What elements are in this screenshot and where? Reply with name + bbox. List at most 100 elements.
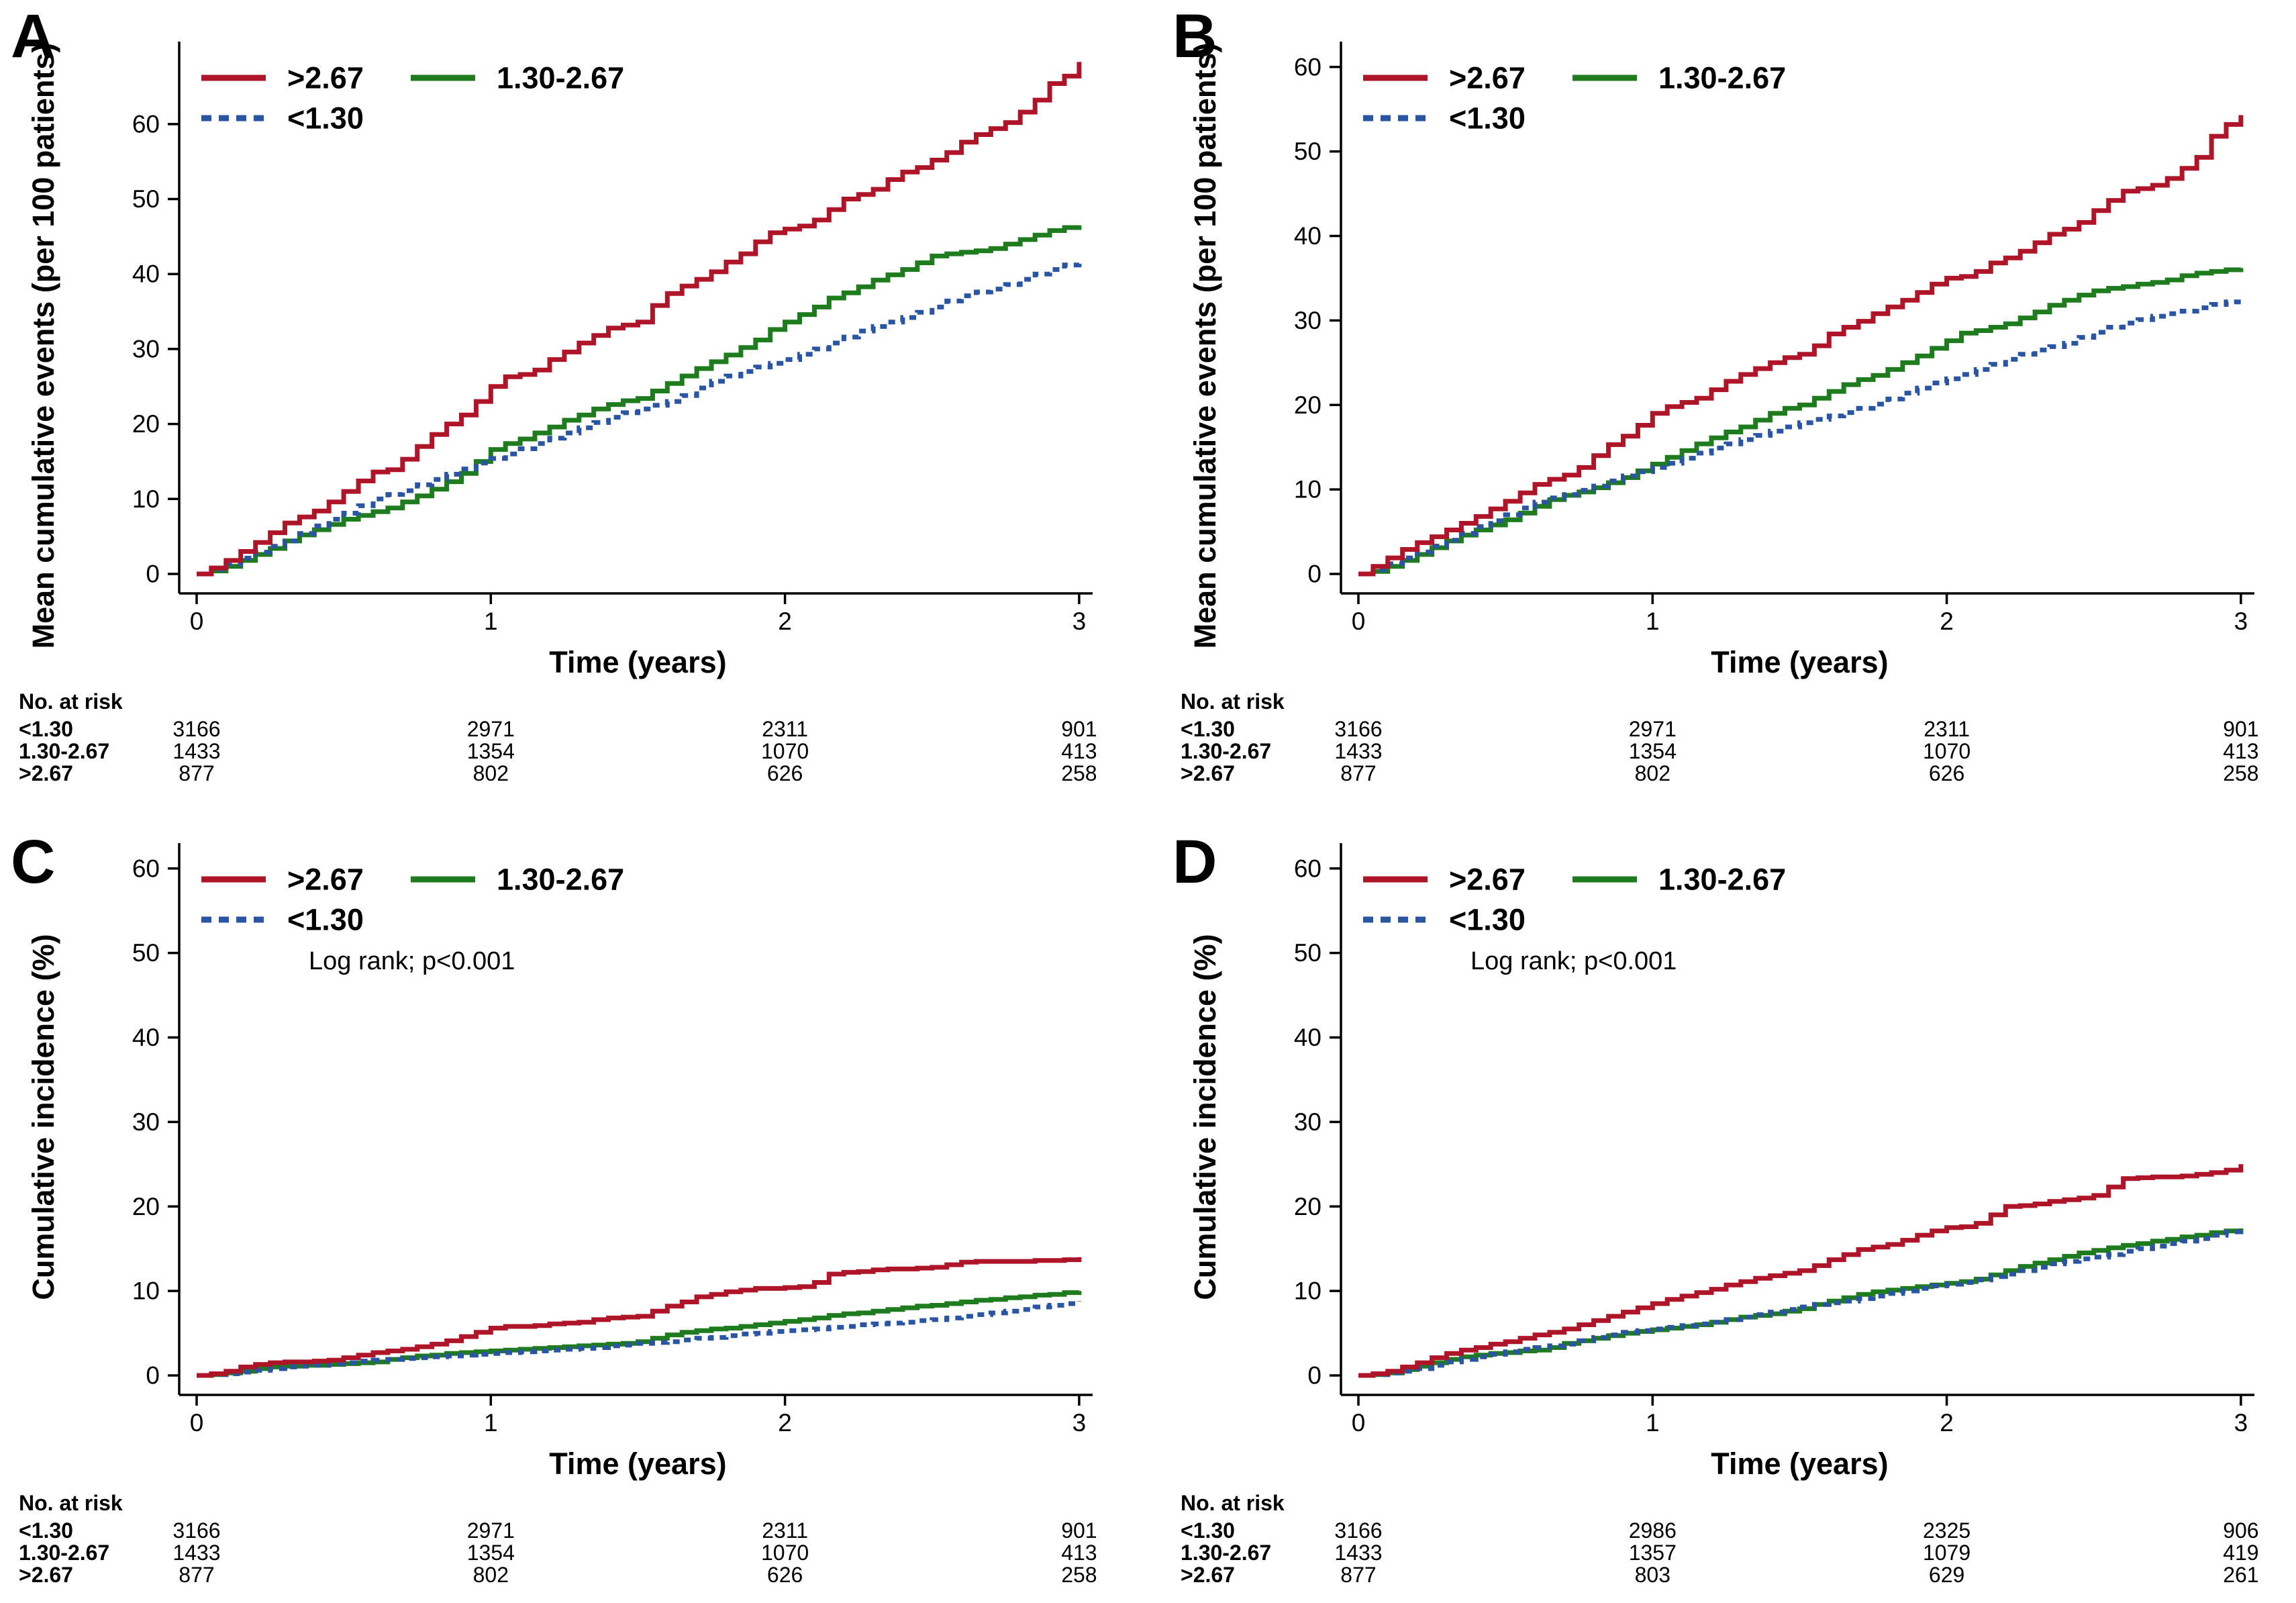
risk-count: 1070	[761, 739, 809, 763]
legend-label->2.67: >2.67	[287, 863, 364, 897]
x-tick-label: 2	[778, 1409, 792, 1437]
risk-count: 2325	[1923, 1518, 1970, 1543]
x-tick-label: 2	[778, 608, 792, 635]
series-line->2.67	[197, 62, 1082, 577]
legend-label-1.30-2.67: 1.30-2.67	[497, 61, 624, 95]
y-axis-title: Cumulative incidence (%)	[1188, 934, 1222, 1300]
y-tick-label: 40	[132, 1024, 160, 1051]
risk-count: 1354	[467, 739, 515, 763]
risk-count: 877	[179, 1563, 214, 1587]
panel-c-plot: 0 10 20 30 40 50 60 0 1 2 3 Time (years) Cumulative …	[19, 843, 1097, 1587]
series-line-<1.30	[197, 1301, 1082, 1378]
y-tick-label: 10	[1294, 476, 1321, 503]
x-tick-label: 0	[1352, 608, 1366, 635]
panel-d-plot: 0 10 20 30 40 50 60 0 1 2 3 Time (years) Cumulative …	[1181, 843, 2259, 1587]
y-tick-label: 30	[132, 335, 160, 362]
risk-count: 1357	[1629, 1541, 1677, 1565]
risk-count: 1354	[467, 1541, 515, 1565]
x-axis-title: Time (years)	[1711, 1447, 1888, 1481]
log-rank-annotation: Log rank; p<0.001	[1470, 947, 1677, 975]
x-axis-title: Time (years)	[549, 645, 726, 679]
legend-label-1.30-2.67: 1.30-2.67	[1658, 61, 1786, 95]
risk-count: 803	[1635, 1563, 1670, 1587]
risk-count: 3166	[1334, 717, 1382, 741]
risk-count: 413	[1061, 1541, 1097, 1565]
risk-row-label: <1.30	[1181, 1518, 1235, 1543]
y-tick-label: 40	[132, 260, 160, 288]
legend-label->2.67: >2.67	[1449, 863, 1526, 897]
risk-table-header: No. at risk	[1181, 1491, 1285, 1515]
panel-c: 0 10 20 30 40 50 60 0 1 2 3 Time (years) Cumulative …	[0, 802, 1134, 1603]
legend-label->2.67: >2.67	[287, 61, 364, 95]
y-tick-label: 30	[1294, 307, 1321, 334]
legend-label-1.30-2.67: 1.30-2.67	[1658, 863, 1786, 897]
x-tick-label: 0	[190, 1409, 204, 1437]
risk-count: 901	[1061, 1518, 1097, 1543]
risk-count: 626	[767, 761, 803, 785]
risk-count: 1433	[1334, 1541, 1382, 1565]
risk-count: 3166	[172, 717, 220, 741]
risk-count: 413	[2223, 739, 2258, 763]
y-tick-label: 10	[132, 485, 160, 513]
risk-count: 1070	[1923, 739, 1970, 763]
x-tick-label: 3	[2234, 608, 2248, 635]
risk-count: 2971	[1629, 717, 1677, 741]
series-line-<1.30	[197, 258, 1082, 577]
y-tick-label: 60	[1294, 53, 1321, 81]
panel-d-letter: D	[1172, 828, 1217, 896]
x-tick-label: 2	[1940, 608, 1954, 635]
risk-row-label: 1.30-2.67	[19, 1541, 109, 1565]
legend-label-1.30-2.67: 1.30-2.67	[497, 863, 624, 897]
risk-table-header: No. at risk	[1181, 689, 1285, 714]
legend-label-<1.30: <1.30	[287, 101, 364, 136]
y-tick-label: 50	[1294, 939, 1321, 967]
risk-count: 3166	[172, 1518, 220, 1543]
x-axis-title: Time (years)	[1711, 645, 1888, 679]
risk-count: 626	[1929, 761, 1964, 785]
panel-b-plot: 0 10 20 30 40 50 60 0 1 2 3 Time (years) Mean cumula…	[1181, 42, 2259, 785]
y-axis-title: Mean cumulative events (per 100 patients…	[1188, 43, 1222, 649]
y-tick-label: 40	[1294, 1024, 1321, 1051]
risk-count: 413	[1061, 739, 1097, 763]
x-tick-label: 1	[484, 608, 498, 635]
risk-count: 1354	[1629, 739, 1677, 763]
y-tick-label: 50	[132, 939, 160, 967]
risk-count: 2311	[762, 1518, 808, 1543]
y-tick-label: 60	[132, 110, 160, 138]
series-line-1.30-2.67	[197, 225, 1082, 577]
y-tick-label: 0	[1307, 561, 1321, 588]
y-tick-label: 0	[146, 1362, 160, 1390]
y-tick-label: 10	[1294, 1277, 1321, 1305]
risk-count: 258	[1061, 1563, 1097, 1587]
risk-count: 1070	[761, 1541, 809, 1565]
y-tick-label: 60	[1294, 855, 1321, 882]
x-tick-label: 1	[1646, 1409, 1660, 1437]
panel-a-plot: 0 10 20 30 40 50 60 0 1 2 3 Time (years) Mean cumula…	[19, 42, 1097, 785]
risk-count: 2986	[1629, 1518, 1677, 1543]
legend-label-<1.30: <1.30	[1449, 903, 1526, 937]
risk-row-label: >2.67	[19, 761, 73, 785]
risk-row-label: 1.30-2.67	[1181, 739, 1271, 763]
legend-label-<1.30: <1.30	[1449, 101, 1526, 136]
risk-count: 1433	[1334, 739, 1382, 763]
x-tick-label: 1	[1646, 608, 1660, 635]
series-line-<1.30	[1358, 1226, 2244, 1378]
risk-count: 258	[2223, 761, 2258, 785]
y-tick-label: 20	[1294, 1193, 1321, 1220]
series-line->2.67	[1358, 1164, 2244, 1378]
y-tick-label: 0	[1307, 1362, 1321, 1390]
risk-row-label: >2.67	[1181, 761, 1235, 785]
risk-count: 261	[2223, 1563, 2258, 1587]
panel-a-letter: A	[11, 2, 56, 70]
risk-row-label: <1.30	[19, 1518, 73, 1543]
x-tick-label: 3	[1072, 1409, 1087, 1437]
x-tick-label: 1	[484, 1409, 498, 1437]
risk-count: 901	[1061, 717, 1097, 741]
panel-c-letter: C	[11, 828, 56, 896]
y-tick-label: 20	[1294, 391, 1321, 419]
y-tick-label: 20	[132, 410, 160, 438]
risk-count: 901	[2223, 717, 2258, 741]
series-line-<1.30	[1358, 298, 2244, 577]
risk-count: 1433	[172, 739, 220, 763]
y-tick-label: 60	[132, 855, 160, 882]
